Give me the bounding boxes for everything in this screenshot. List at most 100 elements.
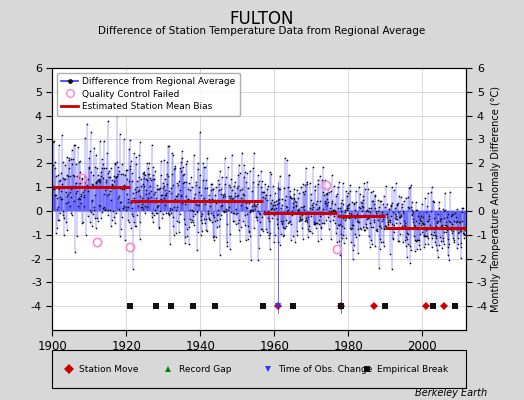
Point [88,223,96,229]
Point [61,161,69,168]
Point [407,246,415,253]
Point [440,208,448,214]
Point [210,237,219,243]
Point [63,172,71,178]
Point [259,228,267,234]
Point [99,205,107,212]
Point [275,196,283,202]
Point [189,198,197,204]
Point [361,185,369,192]
Point [321,177,329,183]
Point [127,158,135,164]
Point [145,190,154,196]
Point [397,212,405,219]
Point [408,207,417,214]
Point [172,204,181,210]
Point [339,201,347,207]
Point [108,176,117,183]
Point [102,185,111,192]
Point [362,224,370,230]
Point [260,211,268,218]
Point [345,215,354,221]
Point [312,220,321,226]
Point [115,206,123,212]
Point [141,172,150,179]
Point [254,256,263,263]
Point [238,191,247,198]
Point [143,204,151,210]
Point [244,200,253,207]
Point [210,233,219,239]
Point [461,224,470,231]
Point [292,232,301,238]
Point [105,168,114,174]
Point [331,208,340,215]
Point [57,170,65,177]
Point [80,203,89,210]
Point [190,195,199,201]
Point [348,222,357,228]
Point [410,247,419,254]
Point [132,161,140,168]
Point [157,172,165,178]
Point [164,172,172,179]
Point [413,206,422,213]
Point [139,168,148,175]
Point [268,215,276,222]
Point [315,198,324,204]
Point [359,212,368,218]
Point [169,151,178,158]
Point [272,204,280,211]
Point [238,199,246,205]
Point [377,225,386,231]
Point [239,196,247,203]
Point [453,218,461,224]
Point [111,209,119,216]
Point [234,182,242,189]
Point [147,188,155,195]
Point [430,229,439,235]
Point [335,252,344,258]
Point [97,209,106,216]
Point [122,204,130,210]
Point [157,195,165,202]
Point [205,196,213,202]
Point [360,179,368,186]
Point [316,225,325,231]
Point [428,224,436,230]
Point [125,146,133,152]
Point [400,198,408,204]
Text: Record Gap: Record Gap [179,364,231,374]
Point [214,180,223,187]
Point [299,188,307,195]
Point [432,235,441,241]
Point [224,199,232,205]
Point [447,224,455,230]
Point [369,217,378,223]
Point [111,160,119,166]
Point [247,203,256,210]
Point [373,228,381,234]
Point [354,232,363,238]
Point [95,179,104,185]
Point [69,156,77,162]
Point [280,224,289,231]
Point [219,208,227,214]
Point [313,238,322,244]
Point [389,208,397,215]
Point [96,138,105,144]
Point [329,208,337,214]
Point [160,194,168,201]
Point [211,192,219,199]
Point [411,238,420,245]
Point [116,232,125,239]
Point [326,188,335,194]
Point [342,214,351,221]
Point [244,236,252,242]
Point [60,175,69,182]
Point [426,222,434,228]
Point [267,200,275,206]
Point [127,205,136,212]
Point [237,195,245,202]
Point [280,225,288,231]
